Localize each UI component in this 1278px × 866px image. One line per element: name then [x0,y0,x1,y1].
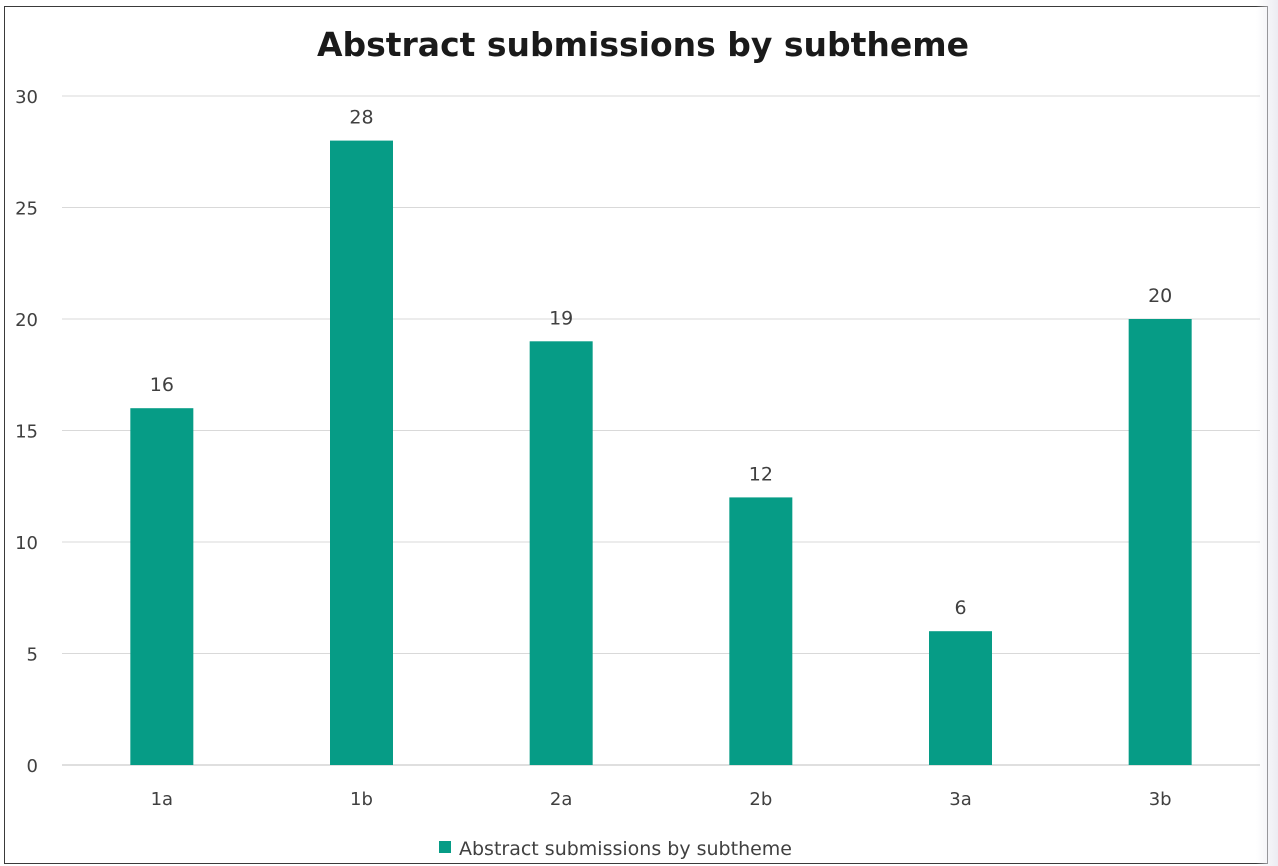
data-label-1a: 16 [150,374,174,396]
legend: Abstract submissions by subtheme [439,838,792,860]
y-tick-label-25: 25 [15,199,38,220]
legend-label: Abstract submissions by subtheme [459,838,792,860]
bar-1a [130,408,194,765]
gridlines [62,95,1260,766]
data-label-1b: 28 [349,107,373,129]
y-axis: 0 5 10 15 20 25 30 [15,87,38,777]
data-label-3a: 6 [954,597,966,619]
x-tick-label-1b: 1b [350,789,373,810]
chart-frame [4,6,1268,864]
bars: 16 28 19 12 6 20 [130,107,1192,766]
data-label-3b: 20 [1148,285,1172,307]
bar-2b [729,497,793,765]
y-tick-label-30: 30 [15,87,38,108]
data-label-2b: 12 [749,463,773,485]
data-label-2a: 19 [549,307,573,329]
y-tick-label-15: 15 [15,422,38,443]
x-tick-label-3a: 3a [949,789,971,810]
bar-1b [330,140,393,766]
x-tick-label-2a: 2a [550,789,572,810]
bar-2a [529,341,593,765]
bar-3b [1128,319,1192,765]
x-tick-label-2b: 2b [749,789,772,810]
x-axis: 1a 1b 2a 2b 3a 3b [151,789,1172,810]
page-edge-shadow [1256,0,1278,866]
y-tick-label-20: 20 [15,310,38,331]
y-tick-label-0: 0 [27,756,38,777]
legend-swatch [439,841,451,853]
chart-title: Abstract submissions by subtheme [317,25,969,64]
x-tick-label-1a: 1a [151,789,173,810]
x-tick-label-3b: 3b [1149,789,1172,810]
y-tick-label-5: 5 [27,645,38,666]
bar-3a [929,631,992,765]
y-tick-label-10: 10 [15,533,38,554]
